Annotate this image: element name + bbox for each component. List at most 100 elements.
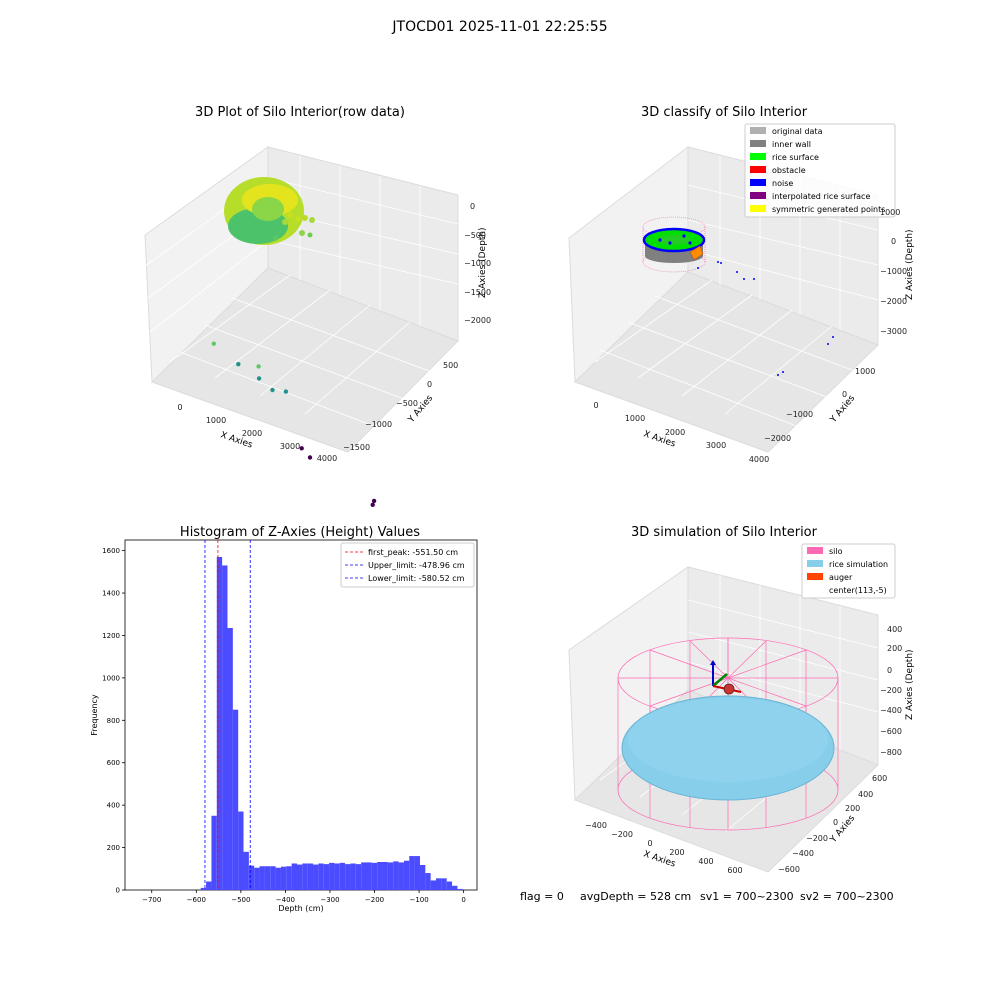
- sim-z-tick: 400: [887, 625, 902, 634]
- cls-z-tick: −3000: [880, 327, 907, 336]
- raw-x-tick: 3000: [280, 442, 300, 451]
- raw-y-tick: −1000: [365, 420, 392, 429]
- hist-y-label: Frequency: [90, 694, 99, 736]
- hist-bar: [355, 864, 362, 890]
- cls-z-label: Z Axies (Depth): [905, 229, 915, 300]
- hist-bar: [296, 864, 303, 890]
- cls-grid: [594, 156, 879, 433]
- cls-legend-label: inner wall: [772, 140, 811, 149]
- raw-y-tick: 500: [443, 361, 458, 370]
- raw-y-tick: 0: [427, 380, 432, 389]
- sim-z-tick: −800: [880, 748, 902, 757]
- raw-scatter-point: [307, 455, 313, 460]
- sim-z-tick: −400: [880, 706, 902, 715]
- hist-x-tick-label: −700: [142, 896, 161, 904]
- sim-x-tick: −400: [585, 821, 607, 830]
- hist-bar: [334, 863, 340, 890]
- hist-y-tick-label: 1200: [102, 632, 120, 640]
- panel-raw-3d: 3D Plot of Silo Interior(row data): [144, 105, 491, 507]
- cls-x-tick: 3000: [706, 441, 726, 450]
- hist-title: Histogram of Z-Axies (Height) Values: [180, 525, 420, 540]
- hist-bar: [259, 866, 265, 890]
- hist-bar: [248, 865, 255, 890]
- hist-y-ticks: 0 200 400 600 800 1000 1200 1400 1600: [102, 547, 125, 895]
- sim-rice-surface: [621, 695, 835, 801]
- hist-x-tick-label: −300: [320, 896, 339, 904]
- cls-z-tick: 0: [891, 237, 896, 246]
- hist-bar: [211, 815, 217, 890]
- sim-z-ticks: 400 200 0 −200 −400 −600 −800: [880, 625, 902, 757]
- hist-bar: [457, 888, 463, 890]
- figure-title: JTOCD01 2025-11-01 22:25:55: [391, 19, 607, 35]
- raw-scatter-point: [371, 498, 377, 504]
- sim-x-tick: −200: [611, 830, 633, 839]
- sim-z-tick: 200: [887, 644, 902, 653]
- sim-legend-label: silo: [829, 547, 843, 556]
- panel-simulation-3d: 3D simulation of Silo Interior: [568, 525, 915, 875]
- hist-x-ticks: −700 −600 −500 −400 −300 −200 −100 0: [142, 890, 466, 904]
- cls-x-ticks: 0 1000 2000 3000 4000: [593, 401, 769, 464]
- sim-y-tick: 200: [845, 804, 860, 813]
- cls-x-tick: 1000: [625, 414, 645, 423]
- status-sv2: sv2 = 700~2300: [800, 890, 894, 903]
- hist-legend-box: [340, 542, 475, 588]
- hist-legend-label: Lower_limit: -580.52 cm: [368, 574, 465, 583]
- hist-y-tick-label: 0: [116, 887, 120, 895]
- sim-x-tick: 600: [727, 866, 742, 875]
- hist-bar: [206, 881, 212, 890]
- raw-z-tick: 0: [470, 202, 475, 211]
- raw-x-tick: 4000: [317, 454, 337, 463]
- hist-x-tick-label: −500: [231, 896, 250, 904]
- raw-z-tick: −2000: [464, 316, 491, 325]
- panel-classify-3d: 3D classify of Silo Interior: [568, 105, 915, 464]
- cls-z-tick: −2000: [880, 297, 907, 306]
- status-avg-depth: avgDepth = 528 cm: [580, 890, 691, 903]
- hist-legend-label: first_peak: -551.50 cm: [368, 548, 458, 557]
- hist-bar: [270, 866, 276, 890]
- cls-legend-swatch: [750, 205, 766, 212]
- sim-legend-swatch: [807, 573, 823, 580]
- cls-legend: original data inner wall rice surface obsta…: [744, 123, 896, 218]
- hist-bar: [302, 863, 308, 890]
- panel-classify-title: 3D classify of Silo Interior: [641, 105, 808, 120]
- raw-scatter-point: [211, 341, 216, 346]
- sim-y-tick: 0: [833, 818, 838, 827]
- hist-bar: [318, 863, 324, 890]
- raw-y-ticks: 500 0 −500 −1000 −1500: [343, 361, 458, 452]
- hist-bar: [216, 556, 223, 890]
- sim-legend-label: auger: [829, 573, 853, 582]
- cls-floor: [574, 271, 879, 453]
- hist-y-tick-label: 600: [107, 759, 120, 767]
- sim-auger: [710, 660, 742, 695]
- sim-legend-swatch: [807, 547, 823, 554]
- panel-histogram: Histogram of Z-Axies (Height) Values −70…: [90, 525, 478, 913]
- hist-bar: [350, 863, 356, 890]
- sim-z-label: Z Axies (Depth): [905, 649, 915, 720]
- cls-z-tick: 1000: [880, 208, 900, 217]
- cls-x-tick: 0: [593, 401, 598, 410]
- sim-x-ticks: −400 −200 0 200 400 600: [585, 821, 743, 875]
- hist-bar: [275, 867, 281, 890]
- raw-z-label: Z Axies (Depth): [478, 227, 488, 298]
- hist-y-tick-label: 400: [107, 802, 120, 810]
- hist-bar: [238, 811, 244, 890]
- hist-bar: [382, 862, 388, 890]
- hist-bar: [446, 881, 453, 890]
- cls-x-tick: 4000: [749, 455, 769, 464]
- hist-plot-area: [124, 539, 478, 891]
- cls-legend-label: interpolated rice surface: [772, 192, 870, 201]
- hist-bar: [430, 880, 437, 890]
- hist-x-tick-label: −100: [409, 896, 428, 904]
- hist-bar: [232, 709, 239, 890]
- hist-bar: [393, 861, 399, 890]
- raw-y-tick: −500: [396, 399, 418, 408]
- hist-bar: [403, 860, 410, 890]
- hist-legend: first_peak: -551.50 cm Upper_limit: -478.…: [340, 542, 475, 588]
- sim-y-tick: −200: [806, 834, 828, 843]
- hist-bar: [227, 628, 233, 890]
- raw-floor: [151, 267, 459, 453]
- cls-y-tick: −1000: [786, 410, 813, 419]
- cls-z-ticks: 1000 0 −1000 −2000 −3000: [880, 208, 907, 336]
- hist-y-tick-label: 800: [107, 717, 120, 725]
